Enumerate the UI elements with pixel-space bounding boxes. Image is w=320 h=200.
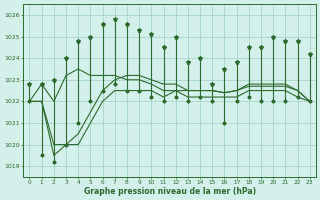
X-axis label: Graphe pression niveau de la mer (hPa): Graphe pression niveau de la mer (hPa) xyxy=(84,187,256,196)
